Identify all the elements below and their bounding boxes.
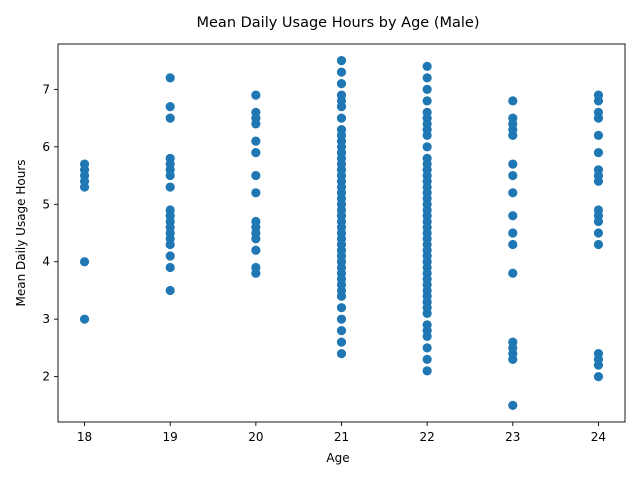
y-tick-label: 2 bbox=[42, 370, 50, 384]
data-point bbox=[251, 147, 261, 158]
data-point bbox=[422, 61, 432, 71]
y-tick-label: 3 bbox=[42, 312, 50, 326]
y-tick-label: 5 bbox=[42, 197, 50, 211]
data-point bbox=[165, 262, 175, 273]
data-point bbox=[336, 303, 347, 313]
data-point bbox=[422, 130, 432, 140]
x-tick-label: 24 bbox=[591, 430, 606, 444]
data-point bbox=[251, 90, 261, 100]
data-point bbox=[165, 170, 175, 181]
data-point bbox=[508, 159, 518, 169]
data-point bbox=[251, 188, 261, 198]
data-point bbox=[593, 216, 604, 227]
data-point bbox=[79, 314, 90, 324]
data-point bbox=[336, 349, 347, 359]
data-point bbox=[165, 113, 175, 123]
y-tick-label: 7 bbox=[42, 82, 50, 96]
data-point bbox=[336, 67, 347, 77]
data-point bbox=[165, 73, 175, 83]
data-points bbox=[79, 56, 604, 410]
data-point bbox=[508, 188, 518, 198]
data-point bbox=[336, 314, 347, 324]
data-point bbox=[251, 234, 261, 244]
data-point bbox=[593, 96, 604, 106]
data-point bbox=[422, 343, 432, 353]
data-point bbox=[593, 372, 604, 382]
data-point bbox=[508, 400, 518, 410]
data-point bbox=[165, 102, 175, 112]
x-tick-label: 19 bbox=[163, 430, 178, 444]
data-point bbox=[508, 354, 518, 364]
data-point bbox=[593, 360, 604, 370]
y-tick-label: 6 bbox=[42, 140, 50, 154]
data-point bbox=[336, 326, 347, 336]
data-point bbox=[165, 182, 175, 192]
x-axis-ticks: 18 19 20 21 22 23 24 bbox=[77, 422, 606, 444]
data-point bbox=[79, 182, 90, 192]
data-point bbox=[165, 285, 175, 296]
data-point bbox=[251, 136, 261, 146]
data-point bbox=[593, 239, 604, 250]
data-point bbox=[508, 96, 518, 106]
data-point bbox=[336, 113, 347, 123]
y-axis-label: Mean Daily Usage Hours bbox=[14, 159, 28, 306]
data-point bbox=[251, 119, 261, 129]
data-point bbox=[251, 268, 261, 278]
data-point bbox=[422, 142, 432, 152]
data-point bbox=[508, 239, 518, 250]
data-point bbox=[336, 56, 347, 66]
data-point bbox=[336, 79, 347, 89]
y-axis-ticks: 2 3 4 5 6 7 bbox=[42, 82, 58, 384]
data-point bbox=[336, 102, 347, 112]
data-point bbox=[422, 331, 432, 341]
data-point bbox=[422, 354, 432, 364]
data-point bbox=[251, 170, 261, 181]
data-point bbox=[508, 268, 518, 278]
data-point bbox=[593, 147, 604, 158]
x-tick-label: 21 bbox=[334, 430, 349, 444]
data-point bbox=[422, 308, 432, 319]
data-point bbox=[593, 176, 604, 186]
chart-title: Mean Daily Usage Hours by Age (Male) bbox=[197, 15, 480, 31]
data-point bbox=[422, 84, 432, 94]
data-point bbox=[336, 337, 347, 347]
data-point bbox=[165, 239, 175, 250]
data-point bbox=[251, 245, 261, 255]
data-point bbox=[336, 291, 347, 301]
data-point bbox=[593, 228, 604, 238]
data-point bbox=[508, 211, 518, 221]
data-point bbox=[508, 170, 518, 181]
x-tick-label: 22 bbox=[420, 430, 435, 444]
data-point bbox=[508, 130, 518, 140]
x-tick-label: 20 bbox=[248, 430, 263, 444]
data-point bbox=[508, 228, 518, 238]
data-point bbox=[593, 130, 604, 140]
x-tick-label: 18 bbox=[77, 430, 92, 444]
data-point bbox=[79, 257, 90, 267]
data-point bbox=[422, 96, 432, 106]
data-point bbox=[165, 251, 175, 261]
x-axis-label: Age bbox=[326, 451, 349, 465]
data-point bbox=[422, 73, 432, 83]
y-tick-label: 4 bbox=[42, 255, 50, 269]
data-point bbox=[422, 366, 432, 376]
data-point bbox=[593, 113, 604, 123]
x-tick-label: 23 bbox=[505, 430, 520, 444]
